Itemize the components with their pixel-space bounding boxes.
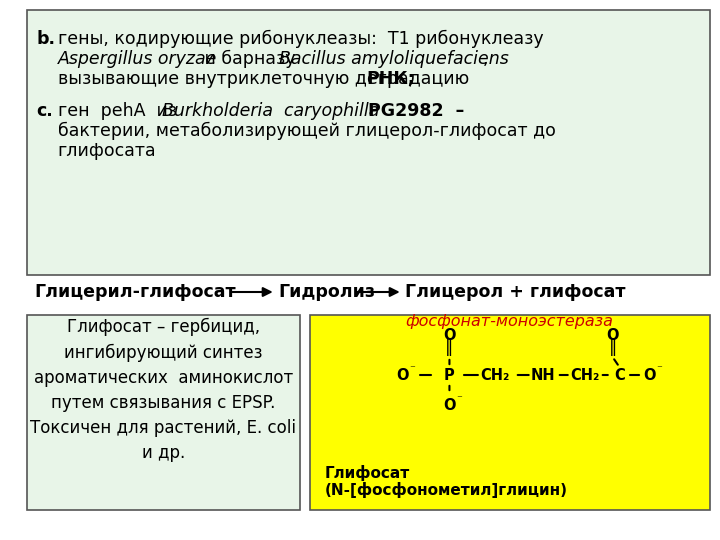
FancyBboxPatch shape: [27, 10, 710, 275]
Text: ⁻: ⁻: [456, 394, 462, 404]
Text: CH₂: CH₂: [570, 368, 600, 382]
Text: (N-[фосфонометил]глицин): (N-[фосфонометил]глицин): [325, 482, 567, 498]
FancyBboxPatch shape: [310, 315, 710, 510]
Text: и барназу: и барназу: [199, 50, 302, 68]
Text: Гидролиз: Гидролиз: [279, 283, 376, 301]
Text: фосфонат-моноэстераза: фосфонат-моноэстераза: [405, 314, 613, 329]
Text: ген  pehA  из: ген pehA из: [58, 102, 188, 120]
Text: PG2982  –: PG2982 –: [356, 102, 464, 120]
Text: ‖: ‖: [608, 338, 617, 356]
Text: Глицерол + глифосат: Глицерол + глифосат: [405, 283, 626, 301]
Text: O: O: [444, 397, 456, 413]
Text: Aspergillus oryzae: Aspergillus oryzae: [58, 50, 217, 68]
Text: b.: b.: [36, 30, 55, 48]
Text: O: O: [444, 327, 456, 342]
Text: гены, кодирующие рибонуклеазы:  Т1 рибонуклеазу: гены, кодирующие рибонуклеазы: Т1 рибону…: [58, 30, 544, 48]
Text: O: O: [644, 368, 656, 382]
Text: CH₂: CH₂: [481, 368, 510, 382]
Text: c.: c.: [36, 102, 53, 120]
Text: Глицерил-глифосат: Глицерил-глифосат: [35, 283, 236, 301]
Text: Глифосат – гербицид,
ингибирующий синтез
ароматических  аминокислот
путем связыв: Глифосат – гербицид, ингибирующий синтез…: [30, 318, 296, 462]
Text: Глифосат: Глифосат: [325, 465, 410, 481]
Text: ⁻: ⁻: [410, 364, 415, 374]
Text: O: O: [606, 327, 618, 342]
Text: ‖: ‖: [445, 338, 454, 356]
Text: P: P: [444, 368, 455, 382]
FancyBboxPatch shape: [27, 315, 300, 510]
Text: глифосата: глифосата: [58, 142, 156, 160]
Text: ,: ,: [482, 50, 488, 68]
Text: бактерии, метаболизирующей глицерол-глифосат до: бактерии, метаболизирующей глицерол-глиф…: [58, 122, 556, 140]
Text: NH: NH: [531, 368, 556, 382]
Text: ⁻: ⁻: [657, 364, 662, 374]
Text: C: C: [614, 368, 625, 382]
Text: Burkholderia  caryophilla: Burkholderia caryophilla: [162, 102, 379, 120]
Text: Bacillus amyloliquefaciens: Bacillus amyloliquefaciens: [279, 50, 509, 68]
Text: вызывающие внутриклеточную деградацию: вызывающие внутриклеточную деградацию: [58, 70, 474, 88]
Text: РНК;: РНК;: [366, 70, 415, 88]
Text: O: O: [396, 368, 409, 382]
